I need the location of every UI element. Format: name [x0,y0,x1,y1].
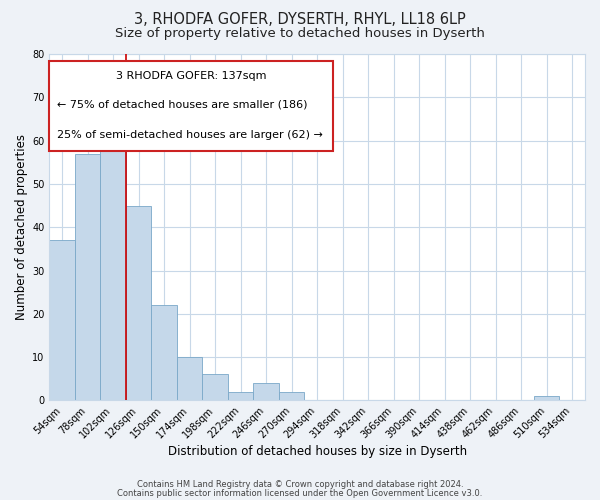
Text: 3 RHODFA GOFER: 137sqm: 3 RHODFA GOFER: 137sqm [116,72,266,82]
Bar [100,132,126,400]
FancyBboxPatch shape [49,61,333,151]
Bar [49,240,75,400]
Bar [253,383,279,400]
Bar [177,357,202,401]
Bar [534,396,559,400]
Bar [228,392,253,400]
Text: Contains public sector information licensed under the Open Government Licence v3: Contains public sector information licen… [118,488,482,498]
Bar [202,374,228,400]
Y-axis label: Number of detached properties: Number of detached properties [15,134,28,320]
Bar [151,305,177,400]
Text: ← 75% of detached houses are smaller (186): ← 75% of detached houses are smaller (18… [58,99,308,109]
Bar [75,154,100,400]
Bar [126,206,151,400]
X-axis label: Distribution of detached houses by size in Dyserth: Distribution of detached houses by size … [167,444,467,458]
Text: 3, RHODFA GOFER, DYSERTH, RHYL, LL18 6LP: 3, RHODFA GOFER, DYSERTH, RHYL, LL18 6LP [134,12,466,28]
Text: Contains HM Land Registry data © Crown copyright and database right 2024.: Contains HM Land Registry data © Crown c… [137,480,463,489]
Text: Size of property relative to detached houses in Dyserth: Size of property relative to detached ho… [115,28,485,40]
Text: 25% of semi-detached houses are larger (62) →: 25% of semi-detached houses are larger (… [58,130,323,140]
Bar [279,392,304,400]
